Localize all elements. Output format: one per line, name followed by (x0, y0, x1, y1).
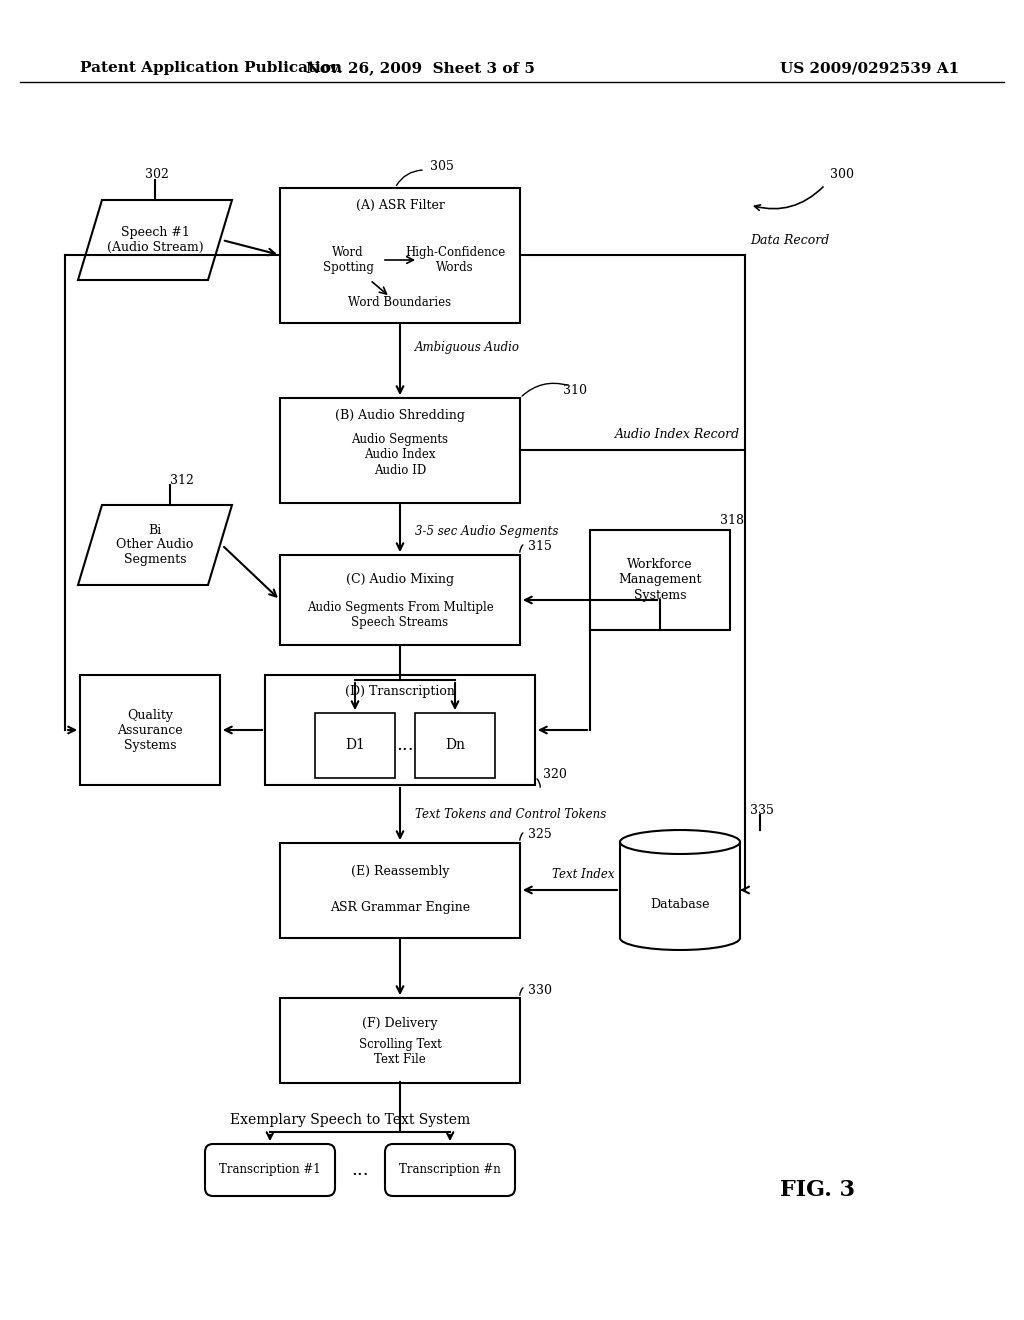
Ellipse shape (620, 830, 740, 854)
Text: 305: 305 (430, 160, 454, 173)
Text: Transcription #1: Transcription #1 (219, 1163, 321, 1176)
Text: Scrolling Text
Text File: Scrolling Text Text File (358, 1038, 441, 1067)
Text: Nov. 26, 2009  Sheet 3 of 5: Nov. 26, 2009 Sheet 3 of 5 (305, 61, 535, 75)
Text: Data Record: Data Record (750, 234, 829, 247)
Polygon shape (78, 506, 232, 585)
Text: (D) Transcription: (D) Transcription (345, 685, 455, 698)
Text: 315: 315 (528, 540, 552, 553)
Text: (E) Reassembly: (E) Reassembly (351, 866, 450, 879)
Bar (280, 187, 520, 322)
Text: (B) Audio Shredding: (B) Audio Shredding (335, 409, 465, 422)
Text: Ambiguous Audio: Ambiguous Audio (415, 341, 520, 354)
Text: Text Index: Text Index (553, 869, 615, 882)
FancyBboxPatch shape (385, 1144, 515, 1196)
Text: 302: 302 (145, 169, 169, 181)
Text: ASR Grammar Engine: ASR Grammar Engine (330, 902, 470, 915)
Text: 312: 312 (170, 474, 194, 487)
Text: ...: ... (396, 737, 414, 754)
Text: Speech #1
(Audio Stream): Speech #1 (Audio Stream) (106, 226, 204, 253)
Text: 330: 330 (528, 983, 552, 997)
Text: Word Boundaries: Word Boundaries (348, 297, 452, 309)
Bar (315, 713, 395, 777)
Bar (280, 998, 520, 1082)
Text: 3-5 sec Audio Segments: 3-5 sec Audio Segments (415, 525, 558, 539)
Text: Audio Index Record: Audio Index Record (614, 429, 740, 441)
Text: 320: 320 (543, 768, 567, 781)
Text: Patent Application Publication: Patent Application Publication (80, 61, 342, 75)
Text: FIG. 3: FIG. 3 (780, 1179, 855, 1201)
Text: Database: Database (650, 899, 710, 912)
Text: Exemplary Speech to Text System: Exemplary Speech to Text System (230, 1113, 470, 1127)
Text: 318: 318 (720, 513, 744, 527)
Text: 335: 335 (750, 804, 774, 817)
Text: D1: D1 (345, 738, 365, 752)
Text: 310: 310 (563, 384, 587, 396)
Bar (265, 675, 535, 785)
Text: US 2009/0292539 A1: US 2009/0292539 A1 (780, 61, 959, 75)
Bar (80, 675, 220, 785)
Text: Bi
Other Audio
Segments: Bi Other Audio Segments (117, 524, 194, 566)
Bar (280, 554, 520, 645)
Bar (415, 713, 495, 777)
Text: 325: 325 (528, 829, 552, 842)
Polygon shape (78, 201, 232, 280)
Bar (280, 842, 520, 937)
Bar (590, 531, 730, 630)
FancyBboxPatch shape (205, 1144, 335, 1196)
Text: Word
Spotting: Word Spotting (323, 246, 374, 275)
Text: Quality
Assurance
Systems: Quality Assurance Systems (117, 709, 183, 751)
Text: Audio Segments From Multiple
Speech Streams: Audio Segments From Multiple Speech Stre… (306, 601, 494, 630)
Text: Transcription #n: Transcription #n (399, 1163, 501, 1176)
Text: Text Tokens and Control Tokens: Text Tokens and Control Tokens (415, 808, 606, 821)
Text: (F) Delivery: (F) Delivery (362, 1018, 438, 1031)
Text: (C) Audio Mixing: (C) Audio Mixing (346, 573, 454, 586)
Text: (A) ASR Filter: (A) ASR Filter (355, 198, 444, 211)
Text: 300: 300 (830, 169, 854, 181)
Text: ...: ... (351, 1162, 369, 1179)
Text: Workforce
Management
Systems: Workforce Management Systems (618, 558, 701, 602)
Text: High-Confidence
Words: High-Confidence Words (404, 246, 505, 275)
Text: Dn: Dn (445, 738, 465, 752)
Text: Audio Segments
Audio Index
Audio ID: Audio Segments Audio Index Audio ID (351, 433, 449, 477)
Bar (280, 397, 520, 503)
